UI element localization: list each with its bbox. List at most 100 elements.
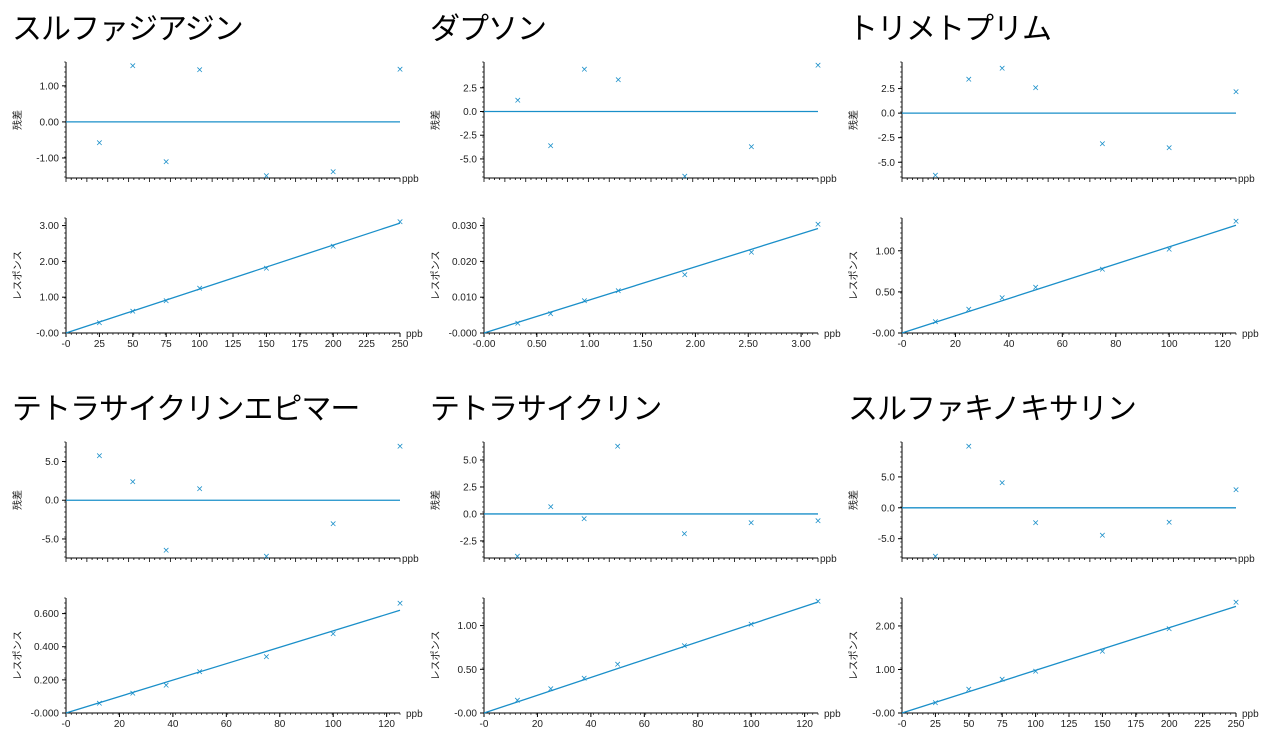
regression-line <box>65 222 401 334</box>
calibration-point: × <box>162 296 170 306</box>
residual-point: × <box>747 519 755 529</box>
residual-plot: 1.00 0.00 -1.00 × × × × × × × ppb 残差 <box>11 61 419 185</box>
calibration-point: × <box>681 271 689 281</box>
calibration-y-label: レスポンス <box>430 631 442 681</box>
residual-y-tick-label: -5.0 <box>878 534 896 545</box>
calibration-x-tick-label: -0 <box>62 719 71 730</box>
calibration-x-tick-label: 100 <box>1027 719 1044 730</box>
chart-panel-tetracycline-epimer: テトラサイクリンエピマー 5.0 0.0 -5.0 × × × × × × × ppb 残差 -0 20 4… <box>11 380 430 756</box>
residual-point: × <box>1165 144 1173 154</box>
calibration-point: × <box>1232 598 1240 608</box>
calibration-x-tick-label: 100 <box>325 719 342 730</box>
residual-point: × <box>932 552 940 562</box>
calibration-y-tick-label: -0.000 <box>449 329 478 340</box>
calibration-x-tick-label: 100 <box>743 719 760 730</box>
calibration-x-tick-label: 50 <box>127 339 139 350</box>
residual-point: × <box>514 96 522 106</box>
calibration-x-unit: ppb <box>1242 329 1259 340</box>
calibration-plot: -0 20 40 60 80 100 120 -0.00 0.50 1.00 × × × × × × × ppb レ… <box>430 597 841 730</box>
residual-plot: 2.5 0.0 -2.5 -5.0 × × × × × × × ppb 残差 <box>847 61 1255 185</box>
residual-point: × <box>1032 519 1040 529</box>
residual-y-tick-label: 2.5 <box>463 482 477 493</box>
calibration-y-tick-label: 3.00 <box>40 221 60 232</box>
calibration-plot: -0 25 50 75 100 125 150 175 200 225 250 -0.00 1.00 2.… <box>12 217 423 350</box>
residual-y-label: 残差 <box>429 110 442 130</box>
residual-point: × <box>162 158 170 168</box>
residual-point: × <box>514 552 522 562</box>
calibration-y-tick-label: -0.00 <box>36 329 59 340</box>
calibration-x-tick-label: 200 <box>1161 719 1178 730</box>
calibration-point: × <box>162 681 170 691</box>
residual-plot: 5.0 0.0 -5.0 × × × × × × × ppb 残差 <box>11 441 419 565</box>
calibration-point: × <box>1232 217 1240 227</box>
calibration-x-tick-label: 175 <box>291 339 308 350</box>
calibration-point: × <box>681 642 689 652</box>
chart-svg: 2.5 0.0 -2.5 -5.0 × × × × × × × ppb 残差 -0 20 40 60 80 100 1… <box>847 61 1259 350</box>
residual-plot: 5.0 0.0 -5.0 × × × × × × × ppb 残差 <box>847 441 1255 565</box>
calibration-point: × <box>396 217 404 227</box>
calibration-y-tick-label: 0.010 <box>452 293 477 304</box>
residual-x-unit: ppb <box>820 174 837 185</box>
calibration-x-tick-label: 0.50 <box>527 339 547 350</box>
residual-y-tick-label: 2.5 <box>463 83 477 94</box>
regression-line <box>65 609 401 714</box>
calibration-x-tick-label: 125 <box>1061 719 1078 730</box>
regression-line <box>901 224 1237 334</box>
calibration-point: × <box>747 620 755 630</box>
calibration-x-tick-label: 20 <box>950 339 962 350</box>
calibration-y-tick-label: 0.50 <box>876 287 896 298</box>
calibration-x-tick-label: 20 <box>114 719 126 730</box>
calibration-point: × <box>129 307 137 317</box>
calibration-point: × <box>932 317 940 327</box>
calibration-point: × <box>932 699 940 709</box>
residual-plot: 2.5 0.0 -2.5 -5.0 × × × × × × × ppb 残差 <box>429 61 837 185</box>
chart-svg: 2.5 0.0 -2.5 -5.0 × × × × × × × ppb 残差 -0.00 0.50 1.00 1… <box>429 61 841 350</box>
calibration-point: × <box>1099 265 1107 275</box>
residual-y-tick-label: 2.5 <box>881 84 895 95</box>
residual-point: × <box>329 168 337 178</box>
chart-panel-sulfaquinoxaline: スルファキノキサリン 5.0 0.0 -5.0 × × × × × × × ppb 残差 -0 25 50 7… <box>847 380 1266 756</box>
calibration-y-tick-label: 1.00 <box>458 621 478 632</box>
residual-point: × <box>614 75 622 85</box>
calibration-point: × <box>965 685 973 695</box>
residual-point: × <box>1032 84 1040 94</box>
calibration-x-tick-label: 120 <box>1214 339 1231 350</box>
calibration-x-tick-label: 60 <box>1057 339 1069 350</box>
calibration-x-tick-label: 80 <box>274 719 286 730</box>
residual-y-tick-label: -5.0 <box>42 534 60 545</box>
residual-point: × <box>96 138 104 148</box>
calibration-y-label: レスポンス <box>848 251 860 301</box>
residual-point: × <box>814 516 822 526</box>
residual-x-unit: ppb <box>402 174 419 185</box>
residual-y-tick-label: 5.0 <box>45 457 59 468</box>
calibration-y-tick-label: 0.020 <box>452 257 477 268</box>
residual-point: × <box>1099 140 1107 150</box>
calibration-x-tick-label: 150 <box>1094 719 1111 730</box>
calibration-x-tick-label: -0 <box>898 339 907 350</box>
residual-point: × <box>998 478 1006 488</box>
calibration-y-tick-label: 0.50 <box>458 665 478 676</box>
calibration-x-tick-label: 120 <box>378 719 395 730</box>
calibration-y-label: レスポンス <box>430 251 442 301</box>
calibration-point: × <box>547 309 555 319</box>
calibration-x-tick-label: 100 <box>191 339 208 350</box>
calibration-y-label: レスポンス <box>12 251 24 301</box>
calibration-x-tick-label: 150 <box>258 339 275 350</box>
residual-y-tick-label: -1.00 <box>36 153 59 164</box>
calibration-plot: -0 25 50 75 100 125 150 175 200 225 250 -0.00 1.00 2.… <box>848 597 1259 730</box>
residual-y-label: 残差 <box>429 490 442 510</box>
calibration-point: × <box>1165 625 1173 635</box>
calibration-y-tick-label: 1.00 <box>876 665 896 676</box>
calibration-point: × <box>329 629 337 639</box>
residual-point: × <box>1165 518 1173 528</box>
residual-point: × <box>1232 88 1240 98</box>
residual-y-tick-label: 0.0 <box>45 496 59 507</box>
residual-point: × <box>547 142 555 152</box>
calibration-y-tick-label: 1.00 <box>876 246 896 257</box>
calibration-x-tick-label: -0 <box>898 719 907 730</box>
residual-point: × <box>196 485 204 495</box>
calibration-x-tick-label: -0.00 <box>473 339 496 350</box>
calibration-x-unit: ppb <box>1242 709 1259 720</box>
calibration-point: × <box>614 286 622 296</box>
calibration-y-tick-label: -0.00 <box>454 709 477 720</box>
